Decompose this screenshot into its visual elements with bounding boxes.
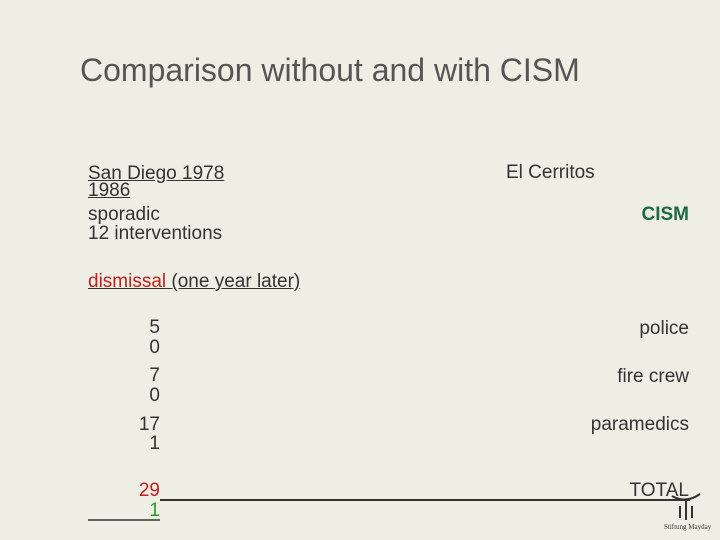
subheading: dismissal (one year later) [88,272,300,292]
value-with: 0 [149,337,160,358]
total-without: 29 [138,480,160,501]
row-label: police [639,318,689,339]
left-header: sporadic [88,204,160,225]
left-header: 1986 [88,180,131,201]
left-header: 12 interventions [88,223,223,244]
row-label: fire crew [617,366,689,387]
value-with: 0 [149,385,160,406]
value-without: 7 [149,365,160,386]
value-without: 5 [149,317,160,338]
total-with: 1 [149,500,160,521]
total-label: TOTAL [629,480,689,501]
value-with: 1 [149,433,160,454]
left-header: San Diego 1978 [88,163,225,184]
logo-text: Stiftung Mayday [664,523,712,531]
subheading-rest: (one year later) [171,271,301,292]
subheading-highlight: dismissal [88,271,167,292]
logo-mark [671,493,701,520]
value-without: 17 [138,414,160,435]
row-label: paramedics [590,414,689,435]
right-header: CISM [641,204,690,225]
right-header: El Cerritos [506,162,595,183]
title: Comparison without and with CISM [80,52,580,88]
